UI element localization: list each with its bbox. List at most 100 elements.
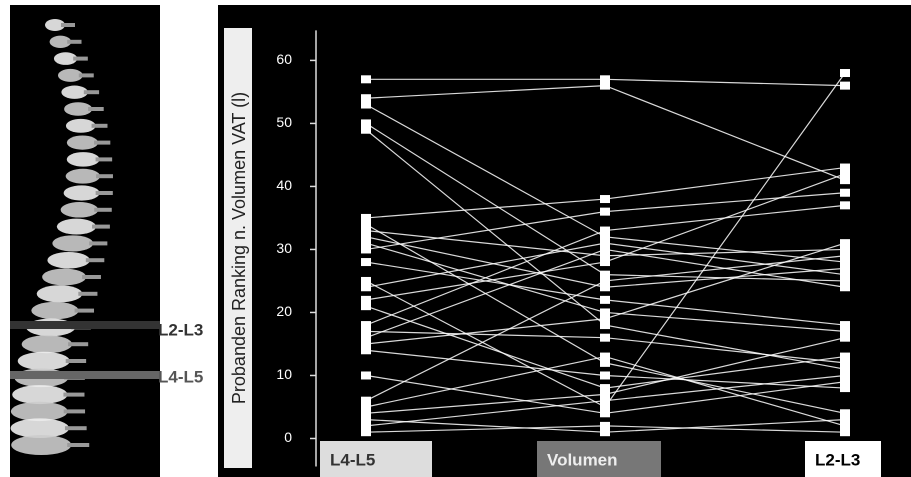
rank-marker (600, 295, 610, 304)
rank-marker (361, 371, 371, 380)
rank-marker (600, 371, 610, 380)
rank-marker (840, 276, 850, 285)
rank-marker (840, 258, 850, 267)
rank-marker (361, 295, 371, 304)
rank-marker (600, 390, 610, 399)
y-tick-label: 60 (276, 51, 292, 67)
rank-marker (361, 339, 371, 348)
process (64, 426, 87, 431)
rank-marker (361, 239, 371, 248)
rank-marker (361, 220, 371, 229)
rank-marker (600, 384, 610, 393)
rank-marker (361, 402, 371, 411)
y-tick-label: 0 (284, 429, 292, 445)
rank-marker (840, 69, 850, 78)
vertebra (64, 102, 93, 116)
rank-marker (600, 232, 610, 241)
vertebra (17, 351, 70, 371)
rank-marker (840, 327, 850, 336)
rank-marker (600, 333, 610, 342)
rank-marker (840, 251, 850, 260)
rank-marker (361, 302, 371, 311)
rank-marker (600, 81, 610, 90)
process (88, 107, 104, 111)
x-tick-label: Volumen (547, 450, 618, 469)
rank-marker (600, 402, 610, 411)
rank-marker (600, 245, 610, 254)
rank-marker (600, 207, 610, 216)
spine-label: L4-L5 (158, 367, 203, 386)
rank-marker (361, 346, 371, 355)
rank-marker (600, 75, 610, 84)
rank-marker (840, 415, 850, 424)
vertebra (56, 218, 97, 235)
vertebra (60, 202, 99, 218)
rank-marker (840, 333, 850, 342)
y-tick-label: 10 (276, 366, 292, 382)
rank-marker (600, 283, 610, 292)
vertebra (57, 68, 83, 82)
rank-marker (840, 201, 850, 210)
rank-marker (840, 239, 850, 248)
vertebra (53, 52, 78, 65)
vertebra (12, 385, 68, 405)
rank-marker (840, 409, 850, 418)
level-bar (10, 321, 160, 329)
rank-marker (600, 352, 610, 361)
rank-marker (840, 270, 850, 279)
rank-marker (361, 119, 371, 128)
rank-marker (361, 333, 371, 342)
rank-marker (840, 321, 850, 330)
process (63, 392, 85, 397)
vertebra (36, 285, 83, 303)
rank-marker (600, 258, 610, 267)
rank-marker (840, 377, 850, 386)
vertebra (31, 301, 79, 320)
rank-marker (600, 409, 610, 418)
rank-marker (361, 428, 371, 437)
rank-marker (840, 169, 850, 178)
rank-marker (361, 226, 371, 235)
rank-marker (361, 415, 371, 424)
vertebra (21, 335, 73, 354)
process (61, 23, 75, 27)
rank-marker (361, 125, 371, 134)
vertebra (66, 152, 100, 167)
rank-marker (361, 94, 371, 103)
process (68, 342, 89, 347)
rank-marker (361, 396, 371, 405)
rank-marker (600, 396, 610, 405)
rank-marker (840, 352, 850, 361)
vertebra (49, 35, 72, 48)
vertebra (66, 135, 99, 150)
y-tick-label: 20 (276, 303, 292, 319)
level-bar (10, 371, 160, 379)
spine-illustration (10, 19, 113, 455)
process (95, 191, 113, 195)
process (82, 275, 101, 279)
rank-marker (361, 283, 371, 292)
y-label-box (224, 28, 252, 468)
rank-marker (840, 428, 850, 437)
rank-marker (361, 213, 371, 222)
rank-marker (361, 321, 371, 330)
process (78, 73, 94, 78)
rank-marker (840, 81, 850, 90)
category-box (805, 441, 881, 477)
vertebra (61, 85, 88, 99)
vertebra (52, 235, 94, 252)
process (83, 90, 100, 95)
vertebra (63, 185, 100, 201)
rank-marker (840, 283, 850, 292)
rank-marker (840, 264, 850, 273)
vertebra (45, 19, 65, 31)
y-tick-label: 50 (276, 114, 292, 130)
rank-marker (361, 421, 371, 430)
vertebra (47, 251, 90, 269)
y-axis-label: Probanden Ranking n. Volumen VAT (l) (229, 92, 249, 404)
vertebra (42, 268, 87, 286)
process (92, 224, 110, 229)
process (96, 174, 113, 179)
rank-marker (600, 314, 610, 323)
